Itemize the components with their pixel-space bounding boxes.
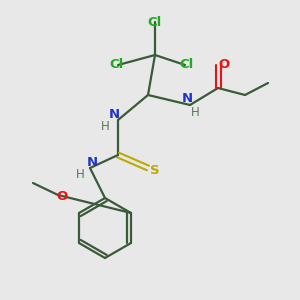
Text: H: H: [76, 167, 84, 181]
Text: Cl: Cl: [180, 58, 194, 71]
Text: H: H: [100, 119, 109, 133]
Text: N: N: [108, 109, 120, 122]
Text: Cl: Cl: [109, 58, 123, 71]
Text: O: O: [56, 190, 68, 203]
Text: Cl: Cl: [148, 16, 162, 28]
Text: O: O: [218, 58, 230, 71]
Text: N: N: [86, 157, 98, 169]
Text: S: S: [150, 164, 160, 176]
Text: H: H: [190, 106, 200, 118]
Text: N: N: [182, 92, 193, 106]
